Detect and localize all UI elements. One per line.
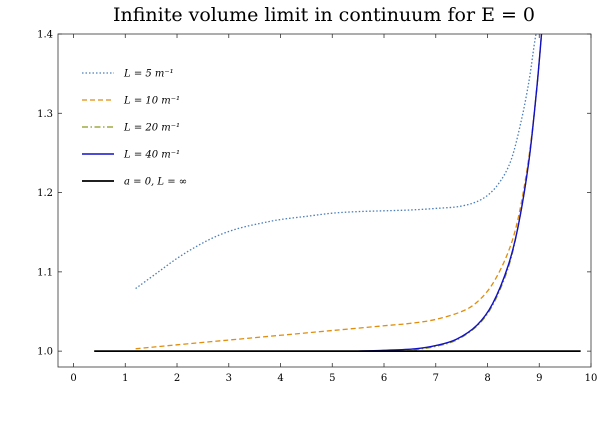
legend: L = 5 m⁻¹ L = 10 m⁻¹ L = 20 m⁻¹ L = 40 m⁻¹ a… (82, 69, 187, 188)
legend-label-3: L = 20 m⁻¹ (123, 123, 180, 134)
y-tick-label: 1.4 (37, 30, 53, 41)
x-tick-label: 2 (174, 373, 180, 384)
y-tick-label: 1.3 (37, 109, 53, 120)
chart-title: Infinite volume limit in continuum for E… (113, 4, 535, 26)
x-tick-label: 4 (277, 373, 283, 384)
series-layer (94, 34, 581, 353)
x-tick-label: 3 (226, 373, 232, 384)
legend-label-1: L = 5 m⁻¹ (123, 69, 174, 80)
x-tick-label: 0 (70, 373, 76, 384)
legend-label-2: L = 10 m⁻¹ (123, 96, 180, 107)
series-line-4 (358, 34, 543, 352)
legend-label-4: L = 40 m⁻¹ (123, 150, 180, 161)
y-axis: 1.0 1.1 1.2 1.3 1.4 (37, 30, 591, 358)
legend-label-5: a = 0, L = ∞ (124, 177, 187, 188)
x-tick-label: 5 (329, 373, 335, 384)
x-tick-label: 9 (536, 373, 542, 384)
x-axis: 0 1 2 3 4 5 6 7 8 9 10 (70, 34, 597, 384)
x-tick-label: 6 (381, 373, 387, 384)
x-tick-label: 8 (484, 373, 490, 384)
x-tick-label: 10 (585, 373, 598, 384)
series-line-1 (135, 34, 537, 290)
x-tick-label: 1 (122, 373, 128, 384)
x-tick-label: 7 (433, 373, 439, 384)
y-tick-label: 1.2 (37, 188, 53, 199)
series-line-2 (135, 34, 543, 350)
plot-frame (57, 33, 592, 368)
y-tick-label: 1.0 (37, 347, 53, 358)
y-tick-label: 1.1 (37, 267, 53, 278)
